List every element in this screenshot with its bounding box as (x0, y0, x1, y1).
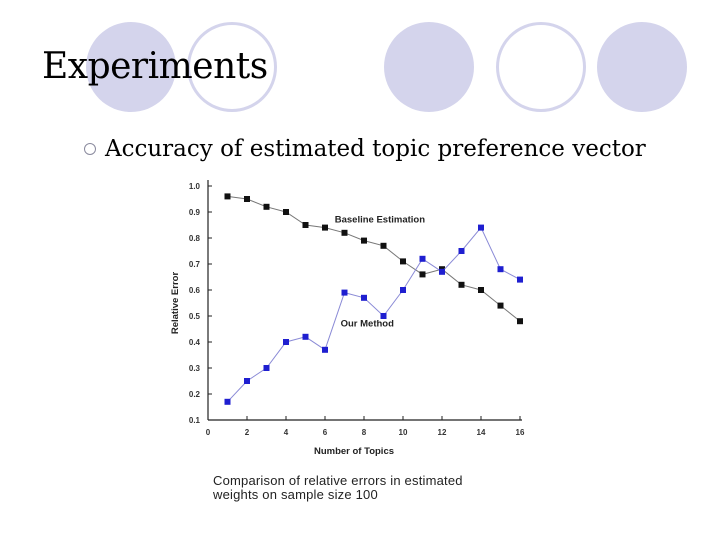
x-tick-label: 6 (323, 428, 328, 437)
data-point-baseline (497, 302, 504, 309)
data-point-baseline (224, 193, 231, 200)
y-tick-label: 0.6 (189, 286, 201, 295)
x-axis-label: Number of Topics (314, 446, 394, 457)
data-point-baseline (341, 229, 348, 236)
y-tick-label: 0.5 (189, 312, 201, 321)
data-point-baseline (478, 287, 484, 293)
caption-line-1: Comparison of relative errors in estimat… (213, 473, 463, 488)
data-point-our-method (283, 339, 289, 345)
data-point-our-method (517, 276, 523, 283)
x-tick-label: 16 (516, 428, 525, 437)
decor-ring-1 (187, 22, 277, 112)
data-point-baseline (419, 271, 426, 278)
data-point-our-method (322, 346, 328, 353)
y-tick-label: 0.4 (189, 338, 201, 347)
data-point-baseline (517, 318, 523, 325)
data-point-baseline (263, 203, 270, 210)
x-tick-label: 0 (206, 428, 211, 437)
bullet-ring-icon (84, 143, 96, 155)
data-point-baseline (322, 224, 328, 231)
data-point-our-method (263, 365, 270, 371)
data-point-baseline (283, 209, 289, 215)
x-tick-label: 8 (362, 428, 367, 437)
data-point-our-method (478, 224, 484, 231)
data-point-our-method (419, 255, 426, 262)
bullet-text: Accuracy of estimated topic preference v… (105, 136, 646, 162)
data-point-our-method (244, 378, 250, 384)
data-point-baseline (458, 281, 465, 288)
chart-caption: Comparison of relative errors in estimat… (213, 474, 543, 502)
data-point-our-method (458, 248, 465, 254)
data-point-our-method (439, 268, 445, 275)
y-tick-label: 0.9 (189, 208, 201, 217)
decor-ring-2 (496, 22, 586, 112)
data-point-baseline (361, 237, 367, 244)
data-point-baseline (400, 258, 406, 265)
data-point-baseline (302, 222, 309, 228)
y-axis-label: Relative Error (170, 272, 181, 335)
data-point-our-method (302, 333, 309, 340)
slide-title: Experiments (42, 46, 268, 87)
data-point-baseline (380, 242, 387, 249)
annotation-our-method: Our Method (341, 318, 394, 329)
decor-circle-3 (597, 22, 687, 112)
bullet-item: Accuracy of estimated topic preference v… (84, 136, 646, 162)
y-tick-label: 1.0 (189, 182, 201, 191)
data-point-our-method (361, 294, 367, 301)
y-tick-label: 0.1 (189, 416, 201, 425)
caption-line-2: weights on sample size 100 (213, 487, 378, 502)
series-line-our-method (227, 226, 521, 403)
y-tick-label: 0.7 (189, 260, 201, 269)
y-tick-label: 0.8 (189, 234, 201, 243)
x-tick-label: 10 (399, 428, 408, 437)
relative-error-chart: 0.1 0.2 0.3 0.4 0.5 0.6 0.7 0.8 0.9 1.0 0 2 4 6 8 10 12 1… (170, 180, 525, 457)
decor-circle-1 (86, 22, 176, 112)
y-tick-label: 0.3 (189, 364, 201, 373)
annotation-baseline: Baseline Estimation (335, 214, 425, 225)
x-tick-label: 14 (477, 428, 486, 437)
data-point-our-method (400, 287, 406, 293)
data-point-baseline (244, 196, 250, 202)
data-point-our-method (497, 266, 504, 273)
data-point-our-method (341, 289, 348, 296)
y-tick-label: 0.2 (189, 390, 201, 399)
x-tick-label: 4 (284, 428, 289, 437)
data-point-our-method (380, 313, 387, 319)
x-tick-label: 12 (438, 428, 447, 437)
series-line-baseline (227, 195, 521, 322)
data-point-our-method (224, 398, 231, 405)
x-tick-label: 2 (245, 428, 250, 437)
decor-circle-2 (384, 22, 474, 112)
